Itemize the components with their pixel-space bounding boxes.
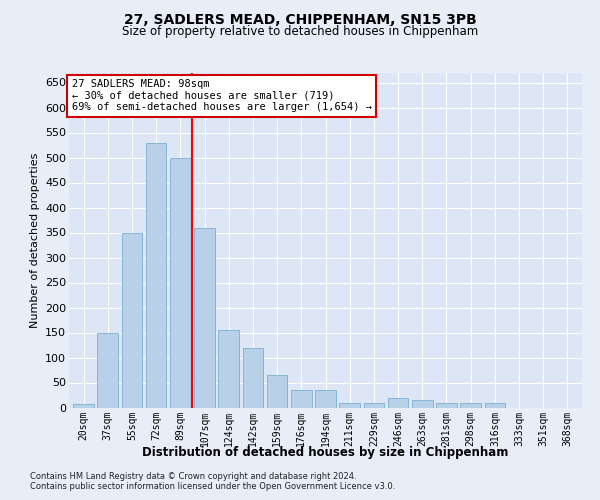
Bar xyxy=(291,390,311,407)
Bar xyxy=(364,402,384,407)
Bar xyxy=(170,158,191,408)
Text: 27 SADLERS MEAD: 98sqm
← 30% of detached houses are smaller (719)
69% of semi-de: 27 SADLERS MEAD: 98sqm ← 30% of detached… xyxy=(71,79,371,112)
Bar xyxy=(460,402,481,407)
Text: Size of property relative to detached houses in Chippenham: Size of property relative to detached ho… xyxy=(122,25,478,38)
Y-axis label: Number of detached properties: Number of detached properties xyxy=(29,152,40,328)
Bar xyxy=(388,398,409,407)
Text: 27, SADLERS MEAD, CHIPPENHAM, SN15 3PB: 27, SADLERS MEAD, CHIPPENHAM, SN15 3PB xyxy=(124,12,476,26)
Bar xyxy=(146,142,166,408)
Bar xyxy=(218,330,239,407)
Bar xyxy=(122,232,142,408)
Bar xyxy=(436,402,457,407)
Bar xyxy=(242,348,263,408)
Text: Contains HM Land Registry data © Crown copyright and database right 2024.: Contains HM Land Registry data © Crown c… xyxy=(30,472,356,481)
Bar xyxy=(315,390,336,407)
Bar xyxy=(267,375,287,408)
Bar xyxy=(485,402,505,407)
Text: Distribution of detached houses by size in Chippenham: Distribution of detached houses by size … xyxy=(142,446,509,459)
Bar xyxy=(340,402,360,407)
Text: Contains public sector information licensed under the Open Government Licence v3: Contains public sector information licen… xyxy=(30,482,395,491)
Bar xyxy=(73,404,94,407)
Bar xyxy=(194,228,215,408)
Bar xyxy=(97,332,118,407)
Bar xyxy=(412,400,433,407)
